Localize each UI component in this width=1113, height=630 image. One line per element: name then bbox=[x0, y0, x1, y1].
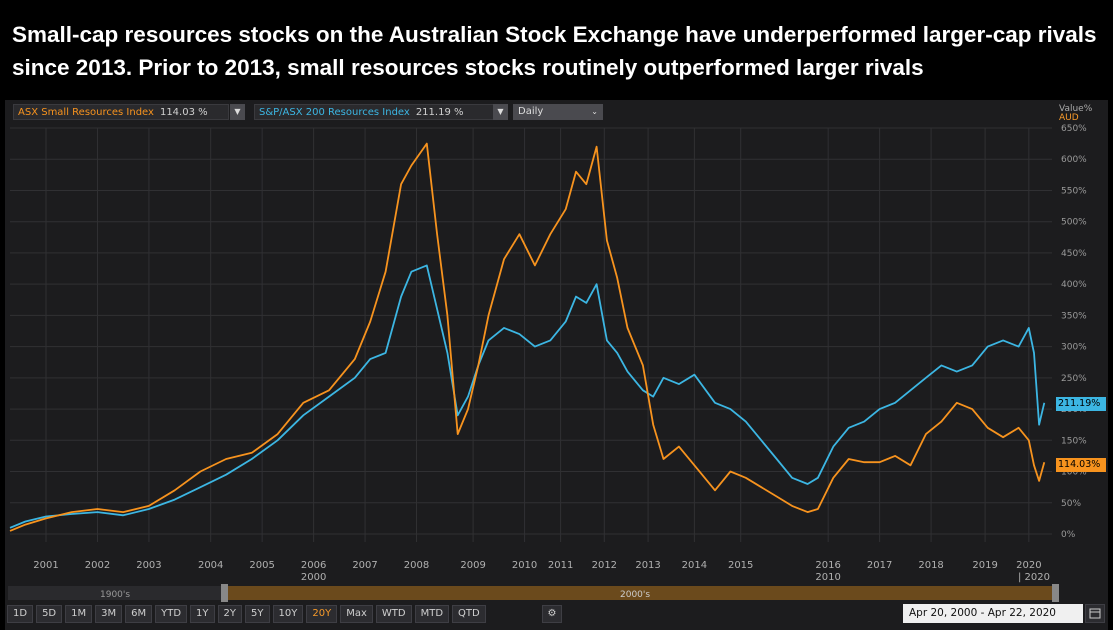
navigator-selection[interactable] bbox=[225, 586, 1057, 600]
x-tick-label: 2006 bbox=[301, 560, 326, 571]
x-tick-label: 2018 bbox=[918, 560, 943, 571]
range-button-wtd[interactable]: WTD bbox=[375, 605, 412, 623]
last-value-badge-small: 114.03% bbox=[1056, 458, 1106, 472]
navigator-label-2000s: 2000's bbox=[620, 590, 650, 600]
range-button-max[interactable]: Max bbox=[340, 605, 373, 623]
y-tick-label: 300% bbox=[1061, 343, 1087, 353]
legend-small-resources[interactable]: ASX Small Resources Index 114.03 % bbox=[13, 104, 229, 120]
range-button-6m[interactable]: 6M bbox=[125, 605, 153, 623]
axis-header-currency: AUD bbox=[1059, 113, 1079, 123]
legend-small-value: 114.03 % bbox=[159, 107, 208, 118]
x-tick-label: 2015 bbox=[728, 560, 753, 571]
chevron-down-icon: ▼ bbox=[234, 107, 241, 116]
x-tick-label: 2019 bbox=[972, 560, 997, 571]
series-line-asx200-resources bbox=[9, 264, 1046, 529]
interval-value: Daily bbox=[518, 106, 544, 117]
x-era-label: 2000 bbox=[301, 572, 326, 583]
range-button-10y[interactable]: 10Y bbox=[272, 605, 304, 623]
y-tick-label: 600% bbox=[1061, 155, 1087, 165]
chevron-down-icon: ▼ bbox=[497, 107, 504, 116]
range-toolbar: 1D 5D 1M 3M 6M YTD 1Y 2Y 5Y 10Y 20Y Max WTD MTD QTD bbox=[7, 605, 486, 623]
x-tick-label: 2011 bbox=[548, 560, 573, 571]
x-tick-label: 2008 bbox=[404, 560, 429, 571]
range-button-1y[interactable]: 1Y bbox=[190, 605, 215, 623]
x-tick-label: 2007 bbox=[352, 560, 377, 571]
y-tick-label: 500% bbox=[1061, 218, 1087, 228]
x-tick-label: 2009 bbox=[460, 560, 485, 571]
x-tick-label: 2012 bbox=[592, 560, 617, 571]
calendar-icon bbox=[1089, 608, 1101, 619]
x-tick-label: 2013 bbox=[635, 560, 660, 571]
y-tick-label: 400% bbox=[1061, 280, 1087, 290]
chart-panel bbox=[5, 100, 1108, 630]
range-button-1m[interactable]: 1M bbox=[65, 605, 93, 623]
x-era-label: | 2020 bbox=[1018, 572, 1050, 583]
calendar-button[interactable] bbox=[1085, 604, 1105, 623]
range-button-20y[interactable]: 20Y bbox=[306, 605, 338, 623]
series-line-small-resources bbox=[9, 142, 1046, 532]
x-tick-label: 2005 bbox=[249, 560, 274, 571]
y-tick-label: 450% bbox=[1061, 249, 1087, 259]
range-button-2y[interactable]: 2Y bbox=[217, 605, 243, 623]
y-tick-label: 0% bbox=[1061, 530, 1076, 540]
y-tick-label: 150% bbox=[1061, 436, 1087, 446]
range-button-qtd[interactable]: QTD bbox=[452, 605, 486, 623]
y-tick-label: 650% bbox=[1061, 124, 1087, 134]
x-era-label: 2010 bbox=[815, 572, 840, 583]
x-tick-label: 2017 bbox=[867, 560, 892, 571]
range-button-ytd[interactable]: YTD bbox=[155, 605, 188, 623]
y-tick-label: 100% bbox=[1061, 468, 1087, 478]
settings-button[interactable]: ⚙ bbox=[542, 605, 562, 623]
x-tick-label: 2002 bbox=[85, 560, 110, 571]
x-tick-label: 2020 bbox=[1016, 560, 1041, 571]
range-button-mtd[interactable]: MTD bbox=[414, 605, 450, 623]
x-tick-label: 2010 bbox=[512, 560, 537, 571]
x-tick-label: 2014 bbox=[682, 560, 707, 571]
legend-asx200-resources[interactable]: S&P/ASX 200 Resources Index 211.19 % bbox=[254, 104, 494, 120]
navigator-handle-right[interactable] bbox=[1052, 584, 1059, 602]
legend-small-dropdown[interactable]: ▼ bbox=[230, 104, 245, 120]
headline: Small-cap resources stocks on the Austra… bbox=[0, 0, 1113, 100]
gear-icon: ⚙ bbox=[547, 608, 557, 619]
interval-select[interactable]: Daily ⌄ bbox=[513, 104, 603, 120]
range-button-5d[interactable]: 5D bbox=[36, 605, 63, 623]
x-tick-label: 2001 bbox=[33, 560, 58, 571]
legend-small-name: ASX Small Resources Index bbox=[18, 107, 154, 118]
legend-large-dropdown[interactable]: ▼ bbox=[493, 104, 508, 120]
y-tick-label: 550% bbox=[1061, 186, 1087, 196]
y-tick-label: 250% bbox=[1061, 374, 1087, 384]
axis-header-value: Value% bbox=[1059, 104, 1093, 114]
date-range-field[interactable]: Apr 20, 2000 - Apr 22, 2020 bbox=[903, 604, 1083, 623]
y-tick-label: 50% bbox=[1061, 499, 1081, 509]
chevron-down-icon: ⌄ bbox=[591, 107, 598, 116]
navigator-handle-left[interactable] bbox=[221, 584, 228, 602]
legend-large-name: S&P/ASX 200 Resources Index bbox=[259, 107, 410, 118]
x-tick-label: 2003 bbox=[136, 560, 161, 571]
last-value-badge-large: 211.19% bbox=[1056, 397, 1106, 411]
x-tick-label: 2004 bbox=[198, 560, 223, 571]
y-tick-label: 350% bbox=[1061, 311, 1087, 321]
legend-large-value: 211.19 % bbox=[415, 107, 464, 118]
x-tick-label: 2016 bbox=[815, 560, 840, 571]
navigator-label-1900s: 1900's bbox=[100, 590, 130, 600]
range-button-1d[interactable]: 1D bbox=[7, 605, 34, 623]
range-button-3m[interactable]: 3M bbox=[95, 605, 123, 623]
range-button-5y[interactable]: 5Y bbox=[245, 605, 270, 623]
